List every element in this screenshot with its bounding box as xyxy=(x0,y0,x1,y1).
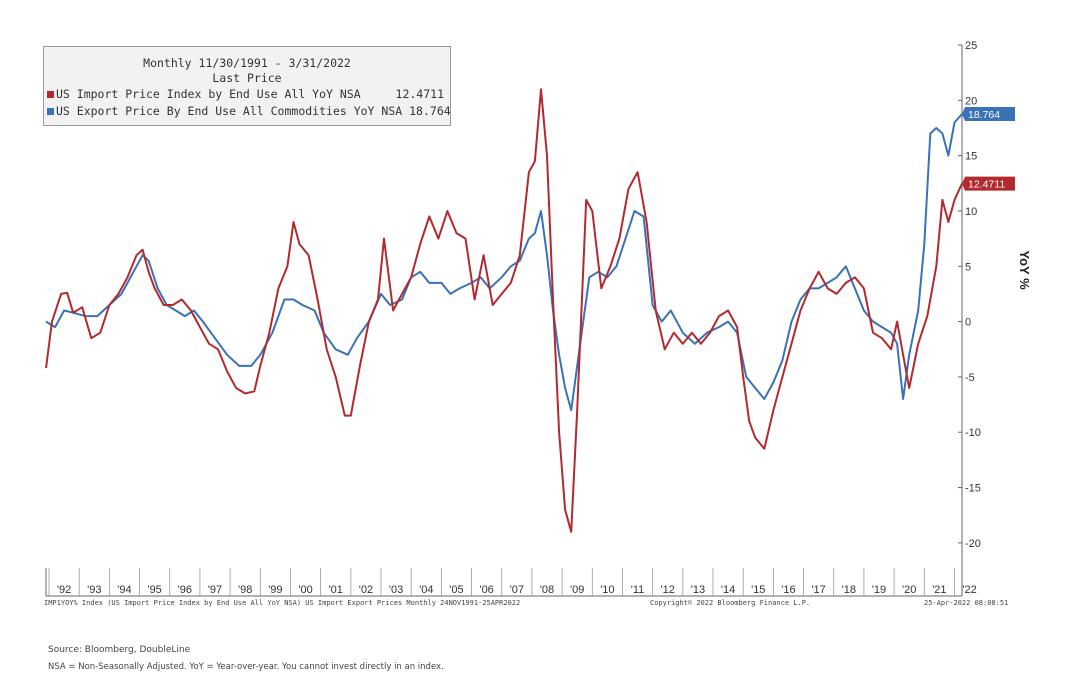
x-tick-label: '12 xyxy=(661,584,675,596)
x-tick-label: '21 xyxy=(932,584,946,596)
x-tick-label: '06 xyxy=(479,584,493,596)
legend-box: Monthly 11/30/1991 - 3/31/2022 Last Pric… xyxy=(43,46,451,126)
legend-subtitle: Last Price xyxy=(212,71,282,85)
y-tick-label: 20 xyxy=(965,95,977,107)
x-tick-label: '10 xyxy=(600,584,614,596)
legend-entry-export: US Export Price By End Use All Commoditi… xyxy=(44,103,451,120)
x-tick-label: '20 xyxy=(902,584,916,596)
last-value-label-export: 18.764 xyxy=(968,109,1000,121)
x-tick-label: '19 xyxy=(872,584,886,596)
x-tick-label: '94 xyxy=(117,584,131,596)
x-tick-label: '92 xyxy=(57,584,71,596)
legend-swatch-export xyxy=(47,108,54,115)
legend-label-export: US Export Price By End Use All Commoditi… xyxy=(56,104,403,118)
x-tick-label: '07 xyxy=(510,584,524,596)
y-tick-label: -20 xyxy=(965,538,981,550)
y-tick-label: -15 xyxy=(965,483,981,495)
y-tick-label: -5 xyxy=(965,372,975,384)
last-value-badge-export xyxy=(962,106,1015,121)
x-tick-label: '16 xyxy=(781,584,795,596)
x-tick-label: '04 xyxy=(419,584,433,596)
x-tick-label: '14 xyxy=(721,584,735,596)
legend-label-import: US Import Price Index by End Use All YoY… xyxy=(56,87,361,101)
meta-left: IMP1YOY% Index (US Import Price Index by… xyxy=(44,599,521,607)
legend-swatch-import xyxy=(47,91,54,98)
series-layer xyxy=(45,88,963,533)
meta-copyright: Copyright© 2022 Bloomberg Finance L.P. xyxy=(650,599,811,607)
legend-value-export: 18.764 xyxy=(409,104,451,118)
y-axis-label: YoY % xyxy=(1017,250,1032,290)
x-tick-label: '18 xyxy=(842,584,856,596)
y-tick-label: -10 xyxy=(965,427,981,439)
y-axis: 25 20 15 10 5 0 -5 -10 -15 -20 xyxy=(958,40,981,550)
x-tick-label: '13 xyxy=(691,584,705,596)
last-value-badge-import xyxy=(962,176,1015,191)
legend-title: Monthly 11/30/1991 - 3/31/2022 xyxy=(143,56,351,70)
series-line-import xyxy=(45,88,963,533)
y-tick-label: 15 xyxy=(965,151,977,163)
x-tick-label: '03 xyxy=(389,584,403,596)
x-tick-label: '15 xyxy=(751,584,765,596)
x-tick-label: '00 xyxy=(298,584,312,596)
legend-value-import: 12.4711 xyxy=(395,87,444,101)
last-value-badges: 12.4711 18.764 xyxy=(962,106,1015,191)
x-tick-label: '17 xyxy=(811,584,825,596)
meta-timestamp: 25-Apr-2022 08:08:51 xyxy=(924,599,1009,607)
disclaimer-note: NSA = Non-Seasonally Adjusted. YoY = Yea… xyxy=(48,662,444,672)
x-tick-label: '05 xyxy=(449,584,463,596)
series-line-export xyxy=(45,113,963,412)
plot-frame xyxy=(45,45,963,597)
x-tick-label: '22 xyxy=(962,584,976,596)
x-tick-label: '98 xyxy=(238,584,252,596)
x-tick-label: '97 xyxy=(208,584,222,596)
y-tick-label: 5 xyxy=(965,261,971,273)
x-tick-label: '11 xyxy=(631,584,645,596)
y-tick-label: 25 xyxy=(965,40,977,52)
x-axis: '92 '93 '94 '95 '96 '97 '98 '99 '00 '01 '02 '03 '04 '… xyxy=(48,568,977,596)
x-tick-label: '02 xyxy=(359,584,373,596)
x-tick-label: '93 xyxy=(87,584,101,596)
x-tick-label: '96 xyxy=(178,584,192,596)
x-tick-label: '01 xyxy=(329,584,343,596)
x-tick-label: '08 xyxy=(540,584,554,596)
last-value-label-import: 12.4711 xyxy=(968,179,1005,191)
x-tick-label: '99 xyxy=(268,584,282,596)
x-tick-label: '09 xyxy=(570,584,584,596)
x-tick-label: '95 xyxy=(147,584,161,596)
legend-entry-import: US Import Price Index by End Use All YoY… xyxy=(44,86,450,103)
y-tick-label: 0 xyxy=(965,317,971,329)
source-note: Source: Bloomberg, DoubleLine xyxy=(48,645,191,655)
y-tick-label: 10 xyxy=(965,206,977,218)
